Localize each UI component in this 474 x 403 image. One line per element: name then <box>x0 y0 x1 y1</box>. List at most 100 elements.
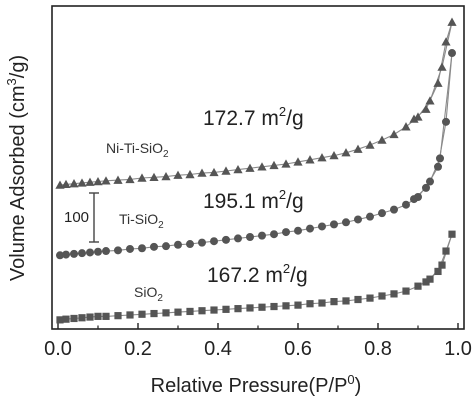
data-point-circle <box>448 49 456 58</box>
data-point-square <box>270 302 278 311</box>
data-point-circle <box>434 162 442 171</box>
data-point-square <box>434 267 442 276</box>
data-point-circle <box>94 247 102 256</box>
data-point-square <box>282 302 290 310</box>
x-tick-label: 0.8 <box>364 338 392 360</box>
data-point-triangle <box>185 169 195 179</box>
data-point-circle <box>126 244 134 253</box>
x-tick-label: 1.0 <box>444 338 472 360</box>
data-point-circle <box>234 234 242 243</box>
data-point-square <box>294 301 302 309</box>
data-point-square <box>198 307 206 315</box>
y-axis-label-superscript: 3 <box>4 78 19 85</box>
x-axis-label-superscript: 0 <box>347 372 354 387</box>
series-line-adsorption <box>59 22 453 186</box>
data-point-square <box>114 312 122 320</box>
x-tick-label: 0.4 <box>204 338 232 360</box>
data-point-triangle <box>257 162 267 171</box>
scale-bar: 100 <box>64 192 99 243</box>
x-axis-label: Relative Pressure(P/P0) <box>151 372 362 397</box>
x-axis-ticks: 0.0 0.2 0.4 0.6 0.8 1.0 <box>44 323 472 360</box>
data-point-square <box>210 306 218 314</box>
data-point-square <box>70 314 78 323</box>
x-tick-label: 0.6 <box>284 338 312 360</box>
data-point-circle <box>78 249 86 258</box>
data-point-triangle <box>161 172 171 181</box>
data-point-triangle <box>101 176 111 185</box>
data-point-triangle <box>269 160 279 170</box>
data-point-circle <box>162 242 170 251</box>
data-point-square <box>102 312 110 320</box>
data-point-circle <box>436 154 444 163</box>
data-point-square <box>94 312 102 320</box>
data-point-triangle <box>197 168 207 177</box>
data-point-triangle <box>329 150 339 160</box>
data-point-circle <box>402 200 410 209</box>
data-point-square <box>162 309 170 317</box>
data-point-triangle <box>433 78 443 87</box>
data-point-triangle <box>425 96 435 105</box>
series-line-desorption <box>413 52 453 200</box>
surface-area-label: 195.1 m2/g <box>203 187 304 213</box>
series-label: SiO2 <box>134 284 163 304</box>
data-point-triangle <box>209 167 219 177</box>
data-point-circle <box>442 117 450 126</box>
data-point-circle <box>306 224 314 233</box>
data-point-square <box>246 304 254 312</box>
x-axis-label-end: ) <box>355 375 362 397</box>
data-point-square <box>354 295 362 304</box>
data-point-circle <box>330 220 338 229</box>
data-point-circle <box>114 246 122 255</box>
data-point-square <box>186 307 194 316</box>
data-point-square <box>62 315 70 323</box>
data-point-triangle <box>281 159 291 168</box>
data-point-circle <box>210 237 218 246</box>
data-point-square <box>442 247 450 255</box>
series-label: Ni-Ti-SiO2 <box>106 140 169 160</box>
data-point-square <box>306 300 314 308</box>
data-point-triangle <box>113 175 123 184</box>
data-point-circle <box>410 195 418 204</box>
data-point-square <box>390 290 398 298</box>
data-point-circle <box>378 209 386 218</box>
data-point-circle <box>56 251 64 260</box>
data-point-circle <box>70 249 78 258</box>
data-point-circle <box>354 215 362 224</box>
data-point-triangle <box>441 37 451 46</box>
data-point-square <box>438 261 446 269</box>
data-point-triangle <box>421 104 431 113</box>
data-point-square <box>422 278 430 286</box>
data-point-square <box>402 287 410 295</box>
data-point-triangle <box>125 174 135 184</box>
data-point-triangle <box>305 155 315 164</box>
data-point-triangle <box>85 177 95 186</box>
y-axis-label: Volume Adsorbed (cm3/g) <box>4 55 29 281</box>
series-label: Ti-SiO2 <box>119 211 164 231</box>
data-point-circle <box>426 177 434 186</box>
data-point-square <box>78 314 86 322</box>
data-point-circle <box>174 240 182 249</box>
data-point-square <box>222 305 230 313</box>
data-point-triangle <box>447 17 457 26</box>
x-tick-label: 0.0 <box>44 338 72 360</box>
data-point-square <box>330 298 338 306</box>
data-point-circle <box>282 228 290 237</box>
data-point-square <box>318 299 326 307</box>
data-point-circle <box>186 240 194 249</box>
data-point-square <box>426 275 434 283</box>
data-point-circle <box>62 250 70 259</box>
data-point-square <box>378 292 386 300</box>
series-layer <box>55 17 457 324</box>
x-tick-label: 0.2 <box>124 338 152 360</box>
data-point-triangle <box>377 135 387 144</box>
data-point-circle <box>270 230 278 239</box>
data-point-triangle <box>173 170 183 179</box>
data-point-circle <box>294 226 302 235</box>
data-point-square <box>56 316 64 324</box>
data-point-square <box>342 297 350 305</box>
data-point-square <box>448 230 456 238</box>
data-point-square <box>366 294 374 302</box>
surface-area-label: 172.7 m2/g <box>203 104 304 130</box>
data-point-circle <box>198 238 206 247</box>
